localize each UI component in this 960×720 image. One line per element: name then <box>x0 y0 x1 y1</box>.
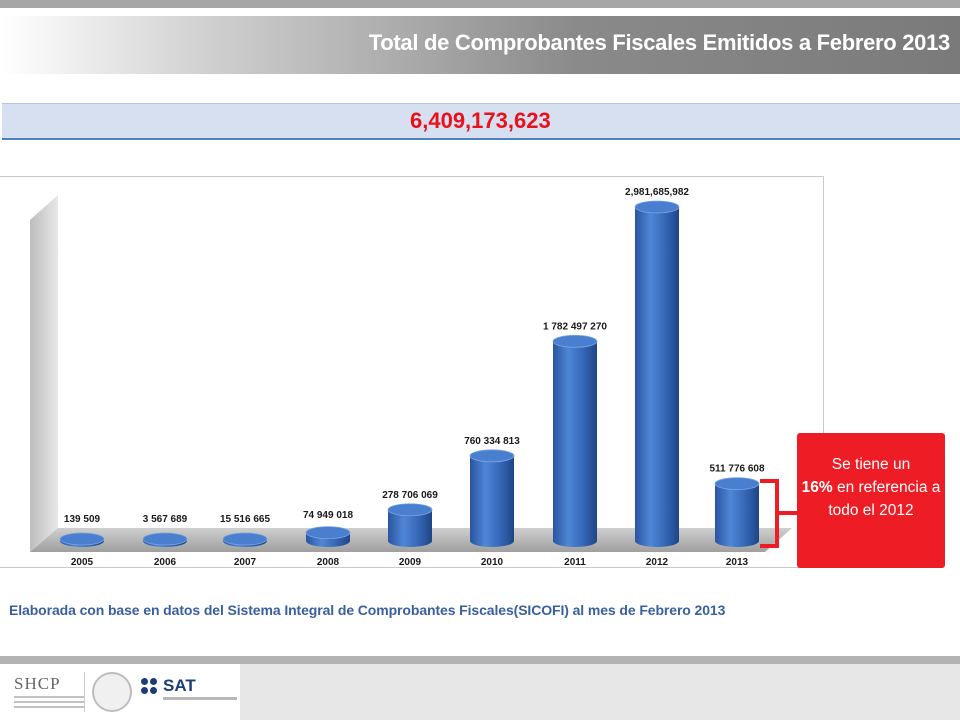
chart-side-wall <box>30 195 58 552</box>
sat-dots-icon <box>141 678 159 696</box>
bar-2009 <box>387 503 433 547</box>
title-bar: Total de Comprobantes Fiscales Emitidos … <box>0 16 960 74</box>
footer-divider <box>0 656 960 664</box>
bar-2005 <box>59 532 105 547</box>
callout-text-before: Se tiene un <box>831 456 911 473</box>
callout-bracket <box>760 479 797 548</box>
bar-2012 <box>634 200 680 547</box>
national-seal-icon <box>92 672 132 712</box>
data-label-2013: 511 776 608 <box>709 464 764 475</box>
bar-2006 <box>142 532 188 547</box>
data-label-2007: 15 516 665 <box>220 514 270 525</box>
callout-percentage: 16% <box>801 479 833 496</box>
bar-2010 <box>469 449 515 547</box>
page-title: Total de Comprobantes Fiscales Emitidos … <box>368 30 951 55</box>
data-label-2006: 3 567 689 <box>143 514 188 525</box>
x-tick-2011: 2011 <box>564 557 586 568</box>
sat-logo: SAT <box>163 676 196 695</box>
data-label-2005: 139 509 <box>64 514 101 525</box>
callout-text-after: en referencia a todo el 2012 <box>828 479 941 519</box>
bar-2013 <box>714 477 760 547</box>
x-tick-2007: 2007 <box>234 557 257 568</box>
shcp-logo-subtitle <box>14 696 84 710</box>
sat-logo-subtitle <box>163 697 237 700</box>
shcp-logo: SHCP <box>14 674 61 693</box>
source-note: Elaborada con base en datos del Sistema … <box>9 602 726 618</box>
chart-frame <box>0 176 824 568</box>
bar-2007 <box>222 532 268 547</box>
data-label-2008: 74 949 018 <box>303 510 353 521</box>
total-banner: 6,409,173,623 <box>2 103 960 140</box>
x-tick-2008: 2008 <box>317 557 340 568</box>
data-label-2011: 1 782 497 270 <box>543 321 607 332</box>
callout-box: Se tiene un 16% en referencia a todo el … <box>797 433 945 568</box>
footer-logos: SHCP SAT <box>0 664 240 720</box>
x-tick-2012: 2012 <box>646 557 669 568</box>
x-tick-2010: 2010 <box>481 557 504 568</box>
bar-2011 <box>552 334 598 547</box>
total-value: 6,409,173,623 <box>410 108 551 133</box>
bar-2008 <box>305 526 351 547</box>
data-label-2012: 2,981,685,982 <box>625 187 689 198</box>
x-tick-2006: 2006 <box>154 557 177 568</box>
x-tick-2009: 2009 <box>399 557 422 568</box>
x-tick-2013: 2013 <box>726 557 749 568</box>
logo-divider <box>84 672 85 712</box>
top-divider <box>0 0 960 8</box>
data-label-2009: 278 706 069 <box>382 490 438 501</box>
x-tick-2005: 2005 <box>71 557 94 568</box>
footer: SHCP SAT <box>0 664 960 720</box>
data-label-2010: 760 334 813 <box>464 436 520 447</box>
